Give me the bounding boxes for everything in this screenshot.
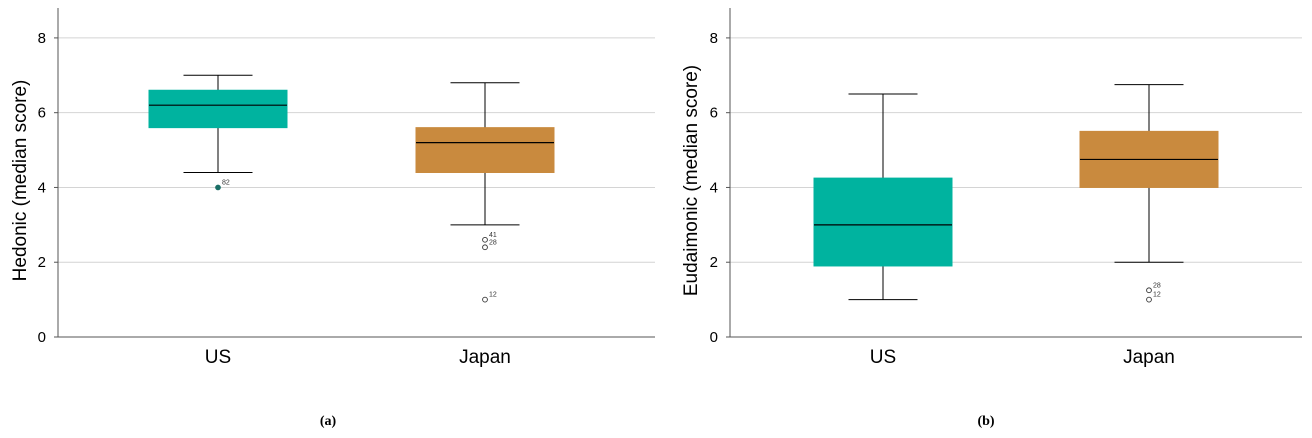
outlier-point [482, 236, 488, 243]
outlier-label: 12 [489, 292, 497, 299]
y-tick-label: 8 [710, 30, 718, 47]
outlier-point [482, 244, 488, 251]
y-axis-title: Hedonic (median score) [10, 80, 31, 282]
outlier-label: 28 [1153, 282, 1161, 289]
x-category-label: US [205, 347, 231, 368]
y-tick-label: 2 [710, 254, 718, 271]
outlier-label: 82 [222, 179, 230, 186]
y-tick-label: 4 [710, 179, 718, 196]
y-tick-label: 0 [38, 329, 46, 346]
x-category-label: Japan [459, 347, 511, 368]
y-tick-label: 4 [38, 179, 46, 196]
outlier-point [482, 296, 488, 303]
y-tick-label: 2 [38, 254, 46, 271]
y-tick-label: 0 [710, 329, 718, 346]
box-us [813, 93, 953, 301]
x-category-label: US [870, 347, 896, 368]
y-tick-label: 8 [38, 30, 46, 47]
x-category-label: Japan [1123, 347, 1175, 368]
y-tick-label: 6 [38, 105, 46, 122]
outlier-label: 12 [1153, 292, 1161, 299]
outlier-point [1146, 296, 1152, 303]
panel-caption: (a) [320, 414, 337, 429]
box-iqr [148, 89, 288, 129]
y-axis-title: Eudaimonic (median score) [681, 65, 702, 296]
panel-caption: (b) [977, 414, 994, 429]
outlier-point [1146, 287, 1152, 294]
outlier-label: 28 [489, 239, 497, 246]
box-iqr [415, 127, 555, 173]
y-tick-label: 6 [710, 105, 718, 122]
outlier-label: 41 [489, 232, 497, 239]
box-iqr [813, 177, 953, 267]
outlier-point [215, 184, 221, 191]
box-us: 82 [148, 74, 288, 191]
